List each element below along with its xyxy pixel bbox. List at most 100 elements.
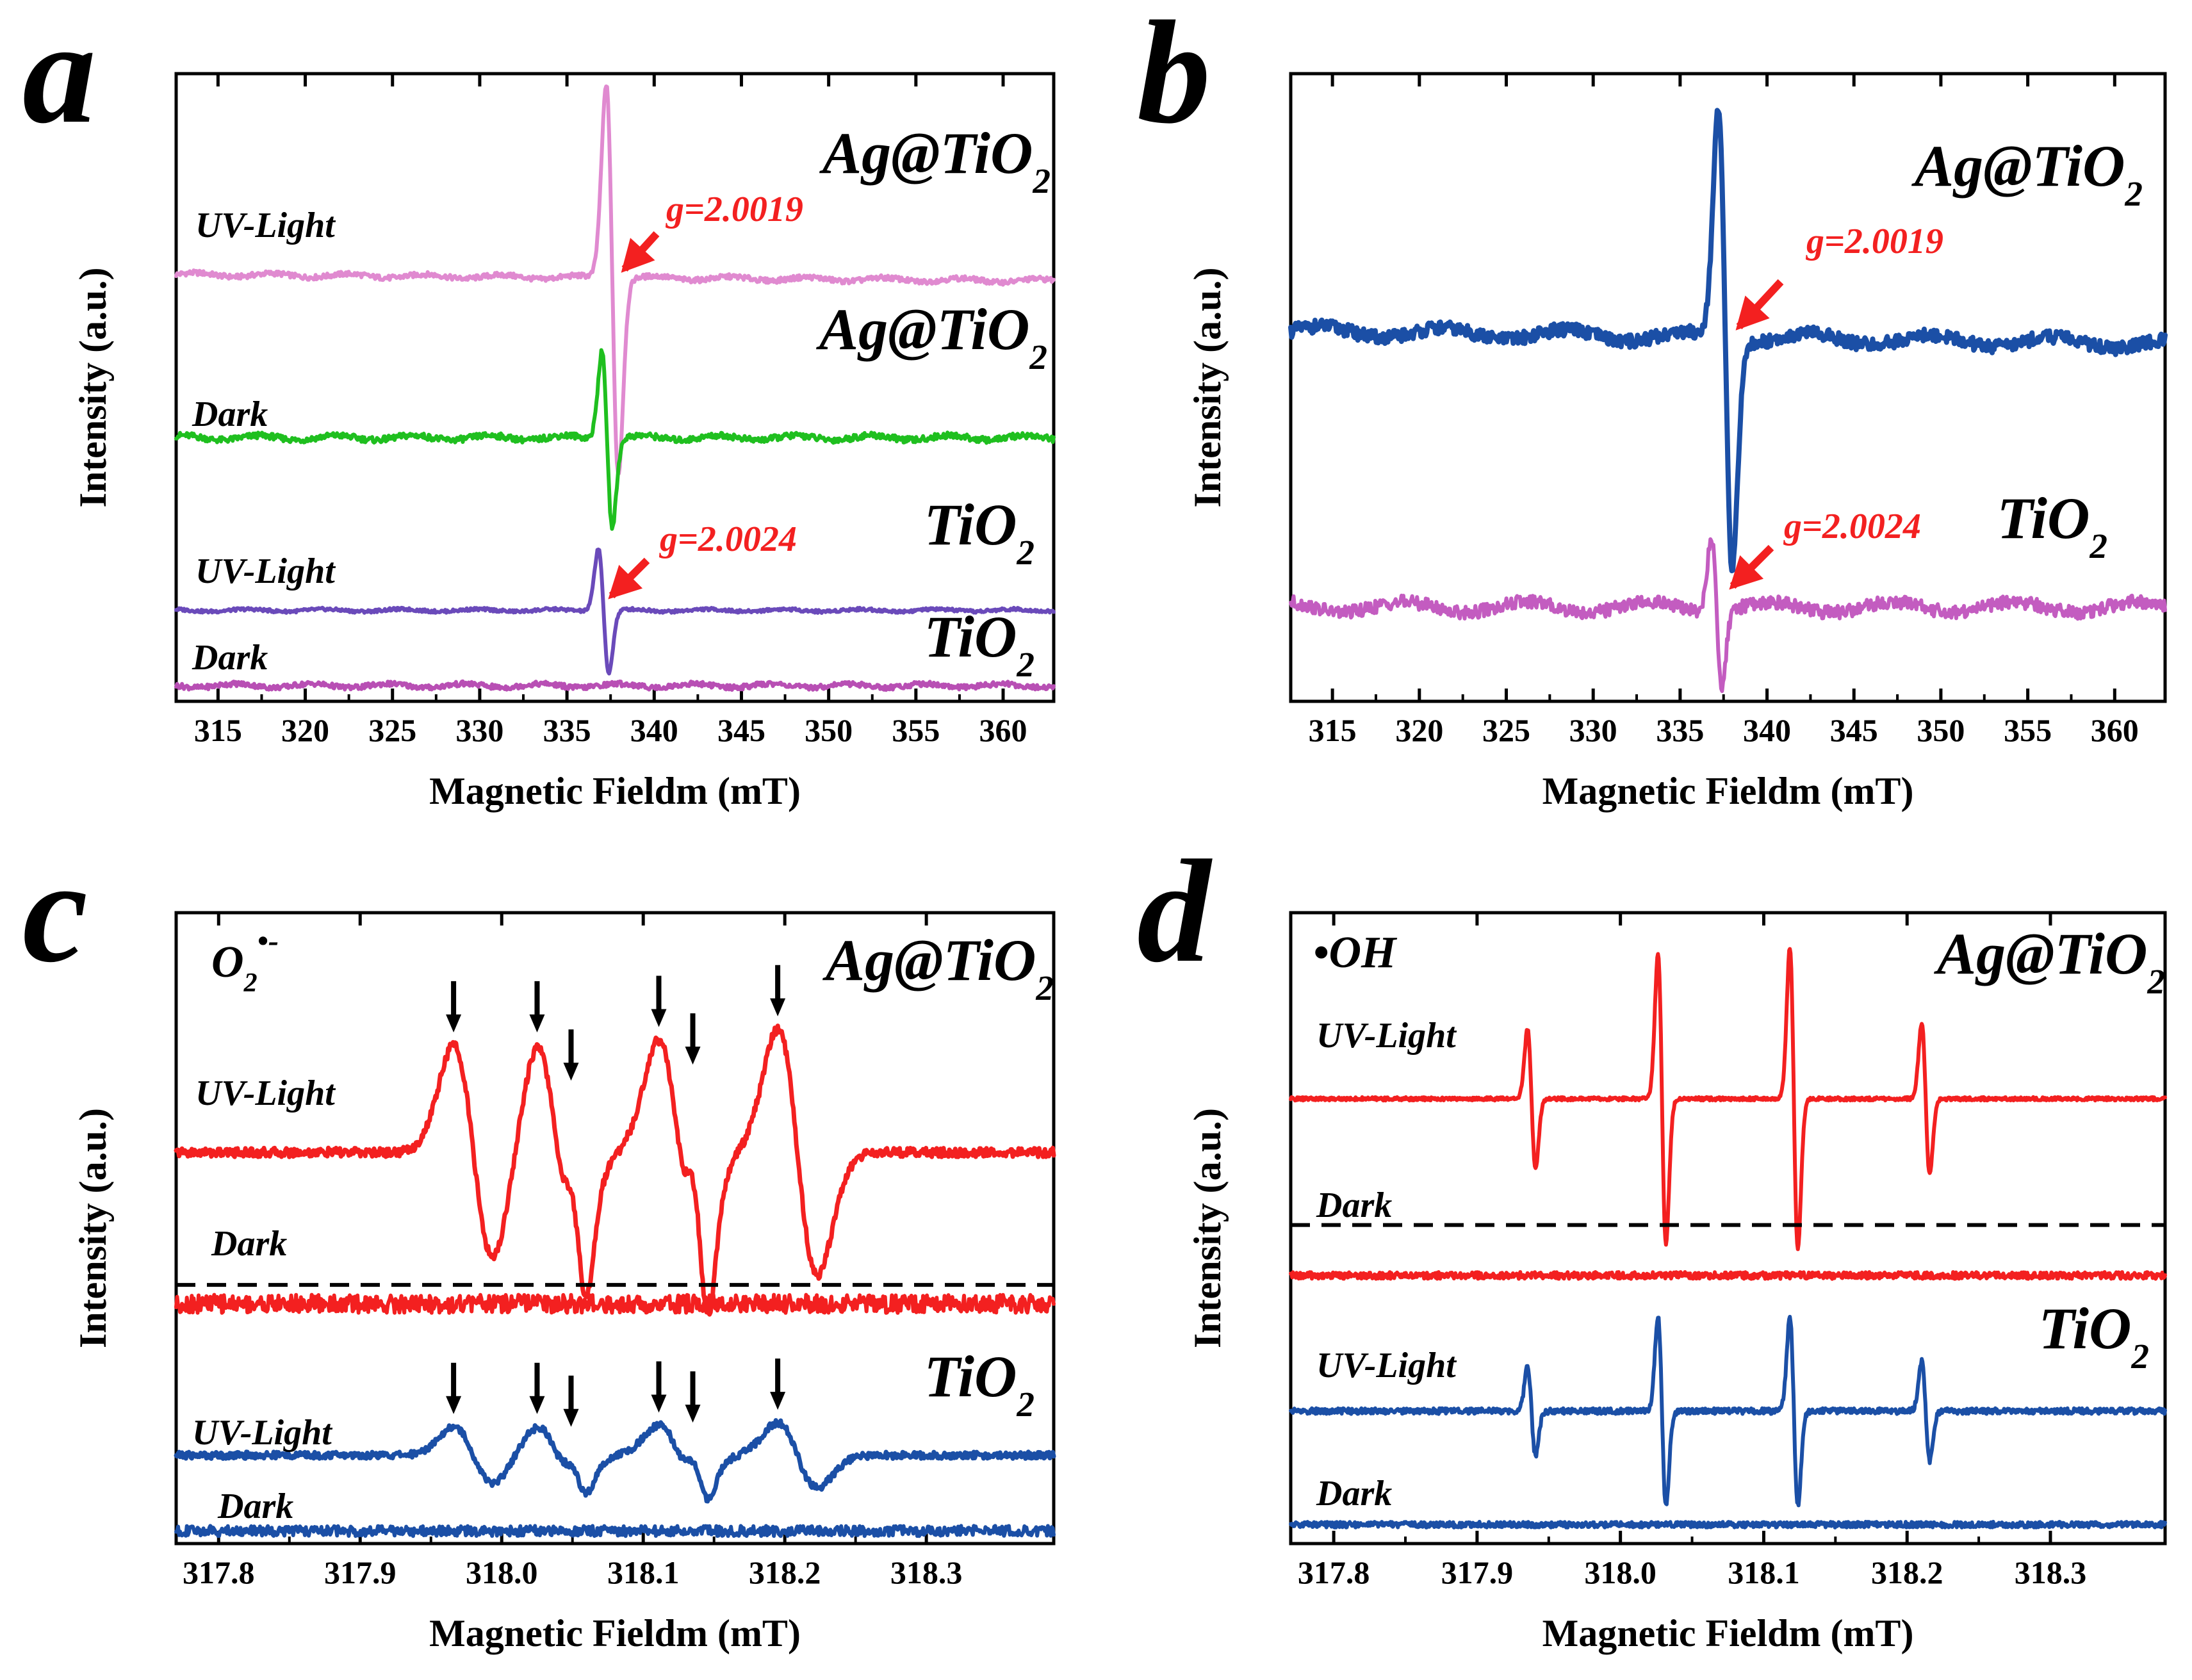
peak-arrowhead-c bbox=[563, 1408, 579, 1427]
panel-a bbox=[174, 72, 1056, 703]
peak-arrowhead-c bbox=[529, 1396, 545, 1414]
x-tick-label-c: 318.1 bbox=[607, 1554, 680, 1590]
series-c-0 bbox=[174, 1023, 1056, 1317]
cond-label: Dark bbox=[1316, 1474, 1392, 1513]
x-tick-label-d: 318.1 bbox=[1728, 1554, 1800, 1590]
y-axis-title-d: Intensity (a.u.) bbox=[1186, 1108, 1229, 1348]
y-axis-title-c: Intensity (a.u.) bbox=[72, 1108, 114, 1348]
x-tick-label-b: 315 bbox=[1309, 712, 1357, 748]
series-c-2 bbox=[174, 1418, 1056, 1504]
x-tick-label-a: 345 bbox=[717, 712, 765, 748]
plot-frame-a bbox=[174, 72, 1056, 703]
x-tick-label-b: 325 bbox=[1482, 712, 1530, 748]
peak-arrowhead-c bbox=[685, 1405, 701, 1423]
x-tick-label-b: 345 bbox=[1830, 712, 1878, 748]
x-tick-label-d: 318.0 bbox=[1584, 1554, 1656, 1590]
peak-arrowhead-c bbox=[446, 1014, 462, 1032]
g-value-arrowhead bbox=[621, 238, 655, 273]
g-value-arrowhead bbox=[608, 564, 643, 599]
series-d-1 bbox=[1289, 1270, 2167, 1281]
x-tick-label-b: 320 bbox=[1395, 712, 1443, 748]
peak-arrowhead-c bbox=[529, 1014, 545, 1032]
cond-label: UV-Light bbox=[195, 206, 336, 245]
series-d-2 bbox=[1289, 1314, 2167, 1508]
panel-letter-c: c bbox=[22, 829, 88, 993]
x-axis-title-c: Magnetic Fieldm (mT) bbox=[429, 1612, 801, 1654]
x-tick-label-c: 317.8 bbox=[183, 1554, 255, 1590]
plot-frame-d bbox=[1289, 911, 2167, 1545]
panel-c bbox=[174, 911, 1056, 1545]
panel-letter-b: b bbox=[1137, 0, 1211, 154]
g-label: g=2.0019 bbox=[1805, 222, 1943, 261]
plot-frame-c bbox=[174, 911, 1056, 1545]
panel-b bbox=[1289, 72, 2167, 703]
panel-letter-d: d bbox=[1137, 829, 1213, 993]
x-tick-label-c: 317.9 bbox=[324, 1554, 397, 1590]
peak-arrowhead-c bbox=[563, 1063, 579, 1081]
series-a-0 bbox=[174, 84, 1056, 476]
x-tick-label-d: 317.8 bbox=[1298, 1554, 1370, 1590]
series-d-3 bbox=[1289, 1520, 2167, 1529]
x-tick-label-b: 360 bbox=[2091, 712, 2139, 748]
radical-label: •OH bbox=[1313, 928, 1398, 977]
g-value-arrowhead bbox=[1729, 555, 1764, 590]
series-a-1 bbox=[174, 348, 1056, 531]
x-tick-label-a: 350 bbox=[805, 712, 853, 748]
peak-arrowhead-c bbox=[651, 1009, 667, 1027]
x-tick-label-b: 355 bbox=[2004, 712, 2052, 748]
cond-label: Dark bbox=[217, 1487, 293, 1526]
x-tick-label-a: 325 bbox=[368, 712, 416, 748]
x-tick-label-c: 318.3 bbox=[890, 1554, 963, 1590]
cond-label: Dark bbox=[192, 395, 268, 434]
trace-layer bbox=[174, 72, 2168, 1545]
peak-arrowhead-c bbox=[446, 1396, 462, 1414]
x-tick-label-b: 330 bbox=[1569, 712, 1617, 748]
y-axis-title-a: Intensity (a.u.) bbox=[72, 267, 114, 507]
x-axis-title-d: Magnetic Fieldm (mT) bbox=[1542, 1612, 1914, 1654]
x-axis-title-b: Magnetic Fieldm (mT) bbox=[1542, 770, 1914, 812]
series-c-1 bbox=[174, 1293, 1056, 1315]
plot-frame-b bbox=[1289, 72, 2167, 703]
series-d-0 bbox=[1289, 947, 2167, 1252]
cond-label: UV-Light bbox=[195, 551, 336, 591]
series-a-3 bbox=[174, 679, 1056, 692]
series-a-2 bbox=[174, 547, 1056, 676]
x-tick-label-a: 355 bbox=[892, 712, 940, 748]
cond-label: UV-Light bbox=[1316, 1346, 1457, 1385]
series-b-1 bbox=[1289, 537, 2167, 693]
peak-arrowhead-c bbox=[685, 1047, 701, 1065]
cond-label: Dark bbox=[211, 1224, 287, 1264]
series-b-0 bbox=[1288, 108, 2168, 574]
x-tick-label-a: 335 bbox=[543, 712, 591, 748]
g-label: g=2.0024 bbox=[658, 519, 797, 559]
cond-label: Dark bbox=[1316, 1186, 1392, 1225]
peak-arrowhead-c bbox=[651, 1394, 667, 1413]
x-tick-label-b: 335 bbox=[1656, 712, 1704, 748]
cond-label: UV-Light bbox=[192, 1413, 332, 1453]
cond-label: Dark bbox=[192, 638, 268, 678]
x-tick-label-a: 330 bbox=[455, 712, 503, 748]
peak-arrowhead-c bbox=[770, 998, 786, 1016]
x-tick-label-c: 318.2 bbox=[749, 1554, 821, 1590]
x-tick-label-a: 360 bbox=[979, 712, 1027, 748]
x-tick-label-a: 315 bbox=[194, 712, 242, 748]
x-tick-label-d: 318.2 bbox=[1871, 1554, 1943, 1590]
series-c-3 bbox=[174, 1524, 1056, 1538]
x-tick-label-a: 340 bbox=[630, 712, 678, 748]
peak-arrowhead-c bbox=[770, 1392, 786, 1410]
panel-letter-a: a bbox=[22, 0, 96, 154]
x-tick-label-d: 317.9 bbox=[1441, 1554, 1514, 1590]
g-value-arrowhead bbox=[1735, 295, 1770, 330]
g-label: g=2.0019 bbox=[665, 190, 803, 229]
g-label: g=2.0024 bbox=[1783, 507, 1921, 546]
x-tick-label-c: 318.0 bbox=[466, 1554, 538, 1590]
cond-label: UV-Light bbox=[195, 1073, 336, 1113]
x-tick-label-b: 340 bbox=[1743, 712, 1791, 748]
y-axis-title-b: Intensity (a.u.) bbox=[1186, 267, 1229, 507]
x-axis-title-a: Magnetic Fieldm (mT) bbox=[429, 770, 801, 812]
cond-label: UV-Light bbox=[1316, 1016, 1457, 1056]
panel-d bbox=[1289, 911, 2167, 1545]
text-layer: 315 320 325 330 335 340 345 350 355 360 Magnetic F… bbox=[22, 0, 2165, 1654]
